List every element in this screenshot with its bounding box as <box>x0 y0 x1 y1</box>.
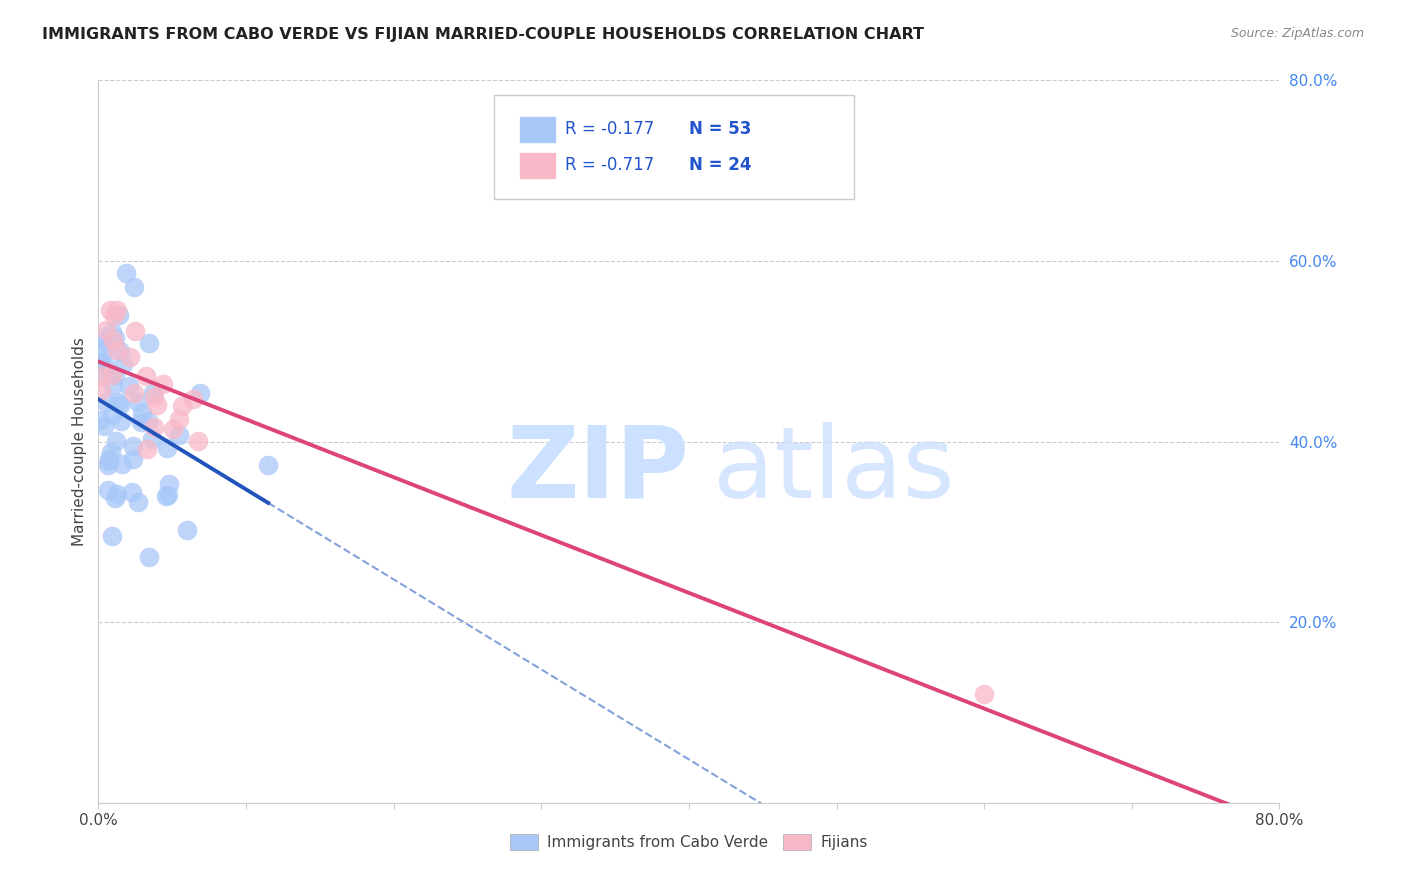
Point <box>115 266 138 280</box>
Point <box>101 529 124 543</box>
Point <box>100 368 122 382</box>
Point <box>107 308 129 322</box>
Point <box>117 378 139 392</box>
Point <box>257 458 280 472</box>
Point <box>93 419 115 434</box>
Text: IMMIGRANTS FROM CABO VERDE VS FIJIAN MARRIED-COUPLE HOUSEHOLDS CORRELATION CHART: IMMIGRANTS FROM CABO VERDE VS FIJIAN MAR… <box>42 27 924 42</box>
Text: atlas: atlas <box>713 422 955 519</box>
Point <box>104 434 127 449</box>
Point <box>104 491 127 506</box>
Point <box>131 406 153 420</box>
Point <box>89 413 111 427</box>
Point <box>121 452 143 467</box>
FancyBboxPatch shape <box>520 153 555 178</box>
Point <box>127 494 149 508</box>
Point <box>91 345 114 359</box>
Point <box>97 454 120 468</box>
Point <box>104 331 127 345</box>
Text: N = 24: N = 24 <box>689 156 751 174</box>
Y-axis label: Married-couple Households: Married-couple Households <box>72 337 87 546</box>
Text: R = -0.177: R = -0.177 <box>565 120 654 138</box>
Point <box>146 398 169 412</box>
Point <box>111 457 134 471</box>
Point <box>108 343 131 358</box>
Point <box>176 524 198 538</box>
Point <box>105 486 128 500</box>
Point <box>118 350 141 364</box>
Point <box>142 386 165 401</box>
Point <box>124 324 146 338</box>
Point <box>105 343 128 357</box>
Point <box>110 414 132 428</box>
Point <box>97 452 120 467</box>
Point <box>135 369 157 384</box>
Point <box>90 383 112 397</box>
FancyBboxPatch shape <box>520 117 555 143</box>
Point <box>129 415 152 429</box>
Point <box>101 326 124 340</box>
Point <box>121 485 143 500</box>
Point <box>90 369 112 384</box>
Point <box>167 411 190 425</box>
Point <box>143 390 166 404</box>
Point <box>97 483 120 498</box>
Point <box>107 395 129 409</box>
Point <box>157 476 180 491</box>
Point <box>136 413 159 427</box>
Text: N = 53: N = 53 <box>689 120 751 138</box>
Point <box>105 302 128 317</box>
Point <box>103 378 125 392</box>
Point <box>155 489 177 503</box>
Point <box>122 280 145 294</box>
Point <box>103 368 125 383</box>
Text: R = -0.717: R = -0.717 <box>565 156 654 174</box>
Point <box>157 488 180 502</box>
Point <box>181 392 204 407</box>
Point <box>141 432 163 446</box>
Point <box>122 439 145 453</box>
Text: Source: ZipAtlas.com: Source: ZipAtlas.com <box>1230 27 1364 40</box>
Point <box>108 398 131 412</box>
Point <box>167 427 190 442</box>
Point <box>90 354 112 368</box>
Point <box>170 400 193 414</box>
Point <box>138 336 160 351</box>
Point <box>122 385 145 400</box>
Point <box>973 687 995 701</box>
Point <box>152 377 174 392</box>
Point <box>112 357 135 371</box>
Point <box>97 458 120 472</box>
Point <box>162 422 184 436</box>
Text: ZIP: ZIP <box>506 422 689 519</box>
Point <box>138 550 160 565</box>
Point <box>100 445 122 459</box>
Point <box>156 441 179 455</box>
Point <box>96 395 118 409</box>
Point <box>103 308 125 322</box>
FancyBboxPatch shape <box>494 95 855 200</box>
Point <box>91 364 114 378</box>
Point <box>136 442 159 457</box>
Point <box>128 395 150 409</box>
Point <box>98 302 121 317</box>
Point <box>93 331 115 345</box>
Point <box>103 334 125 348</box>
Legend: Immigrants from Cabo Verde, Fijians: Immigrants from Cabo Verde, Fijians <box>505 829 873 856</box>
Point <box>187 434 209 448</box>
Point <box>143 420 166 434</box>
Point <box>93 356 115 370</box>
Point <box>94 334 117 349</box>
Point <box>94 323 117 337</box>
Point <box>101 409 124 423</box>
Point <box>188 385 211 400</box>
